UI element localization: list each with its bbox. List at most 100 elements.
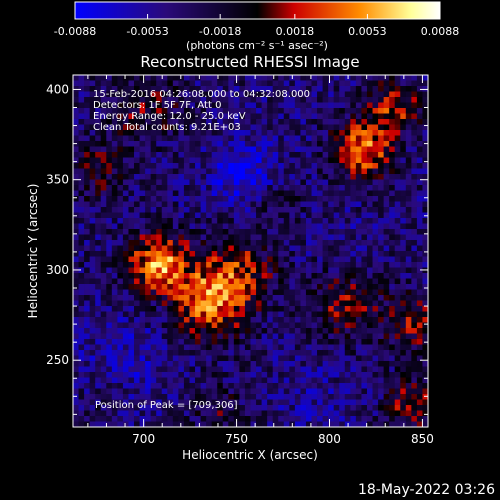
heatmap-cell — [372, 201, 379, 208]
heatmap-cell — [411, 152, 418, 158]
heatmap-cell — [355, 185, 362, 191]
heatmap-cell — [206, 405, 213, 411]
heatmap-cell — [350, 388, 357, 395]
heatmap-cell — [372, 339, 379, 345]
heatmap-cell — [250, 421, 257, 428]
heatmap-cell — [145, 361, 152, 367]
heatmap-cell — [239, 218, 246, 224]
heatmap-cell — [355, 201, 362, 208]
heatmap-cell — [300, 311, 307, 318]
heatmap-cell — [89, 300, 96, 307]
heatmap-cell — [305, 135, 312, 142]
heatmap-cell — [278, 388, 285, 395]
heatmap-cell — [328, 311, 335, 318]
heatmap-cell — [172, 405, 179, 411]
heatmap-cell — [134, 113, 140, 120]
heatmap-cell — [122, 284, 129, 290]
heatmap-cell — [372, 157, 379, 164]
heatmap-cell — [283, 168, 290, 175]
heatmap-cell — [311, 262, 318, 268]
heatmap-cell — [200, 135, 207, 142]
heatmap-cell — [355, 251, 362, 257]
heatmap-cell — [106, 306, 113, 312]
heatmap-cell — [200, 168, 207, 175]
heatmap-cell — [339, 240, 346, 246]
heatmap-cell — [344, 141, 351, 147]
heatmap-cell — [150, 124, 157, 131]
heatmap-cell — [233, 234, 240, 241]
heatmap-cell — [139, 256, 146, 263]
heatmap-cell — [117, 322, 124, 329]
heatmap-cell — [322, 174, 329, 180]
heatmap-cell — [328, 119, 335, 125]
heatmap-cell — [134, 218, 140, 224]
heatmap-cell — [272, 201, 279, 208]
heatmap-cell — [111, 350, 118, 356]
heatmap-cell — [172, 399, 179, 406]
heatmap-cell — [272, 141, 279, 147]
heatmap-cell — [106, 113, 113, 120]
heatmap-cell — [267, 361, 274, 367]
colorbar-tick-label: 0.0018 — [276, 25, 315, 38]
heatmap-cell — [328, 146, 335, 153]
heatmap-cell — [233, 108, 240, 114]
heatmap-cell — [156, 168, 163, 175]
heatmap-cell — [317, 196, 324, 202]
heatmap-cell — [400, 91, 407, 98]
heatmap-cell — [416, 185, 423, 191]
heatmap-cell — [228, 152, 235, 158]
heatmap-cell — [73, 146, 79, 153]
heatmap-cell — [239, 190, 246, 197]
heatmap-cell — [344, 234, 351, 241]
heatmap-cell — [117, 146, 124, 153]
heatmap-cell — [361, 234, 368, 241]
heatmap-cell — [300, 344, 307, 351]
heatmap-cell — [278, 256, 285, 263]
heatmap-cell — [283, 306, 290, 312]
heatmap-cell — [156, 223, 163, 230]
heatmap-cell — [195, 240, 201, 246]
heatmap-cell — [389, 416, 396, 422]
heatmap-cell — [145, 284, 152, 290]
heatmap-cell — [128, 229, 135, 235]
heatmap-cell — [217, 311, 224, 318]
heatmap-cell — [250, 394, 257, 400]
heatmap-cell — [311, 278, 318, 285]
heatmap-cell — [122, 366, 129, 373]
heatmap-cell — [394, 97, 401, 103]
heatmap-cell — [311, 273, 318, 279]
heatmap-cell — [422, 201, 429, 208]
heatmap-cell — [383, 256, 390, 263]
heatmap-cell — [256, 355, 262, 362]
heatmap-cell — [145, 295, 152, 301]
heatmap-cell — [183, 322, 190, 329]
heatmap-cell — [150, 421, 157, 428]
heatmap-cell — [317, 91, 324, 98]
heatmap-cell — [328, 163, 335, 169]
heatmap-cell — [339, 80, 346, 87]
heatmap-cell — [217, 179, 224, 186]
heatmap-cell — [189, 355, 196, 362]
heatmap-cell — [383, 240, 390, 246]
heatmap-cell — [344, 102, 351, 109]
heatmap-cell — [278, 80, 285, 87]
heatmap-cell — [405, 377, 412, 384]
heatmap-cell — [95, 97, 102, 103]
heatmap-cell — [261, 174, 268, 180]
heatmap-cell — [156, 91, 163, 98]
heatmap-cell — [222, 124, 229, 131]
heatmap-cell — [145, 339, 152, 345]
heatmap-cell — [233, 135, 240, 142]
heatmap-cell — [195, 306, 201, 312]
heatmap-cell — [195, 333, 201, 340]
heatmap-cell — [150, 399, 157, 406]
heatmap-cell — [339, 300, 346, 307]
heatmap-cell — [222, 416, 229, 422]
heatmap-cell — [211, 366, 218, 373]
heatmap-cell — [361, 119, 368, 125]
heatmap-cell — [150, 75, 157, 81]
heatmap-cell — [411, 366, 418, 373]
heatmap-cell — [289, 306, 296, 312]
heatmap-cell — [366, 212, 373, 219]
heatmap-cell — [161, 366, 168, 373]
